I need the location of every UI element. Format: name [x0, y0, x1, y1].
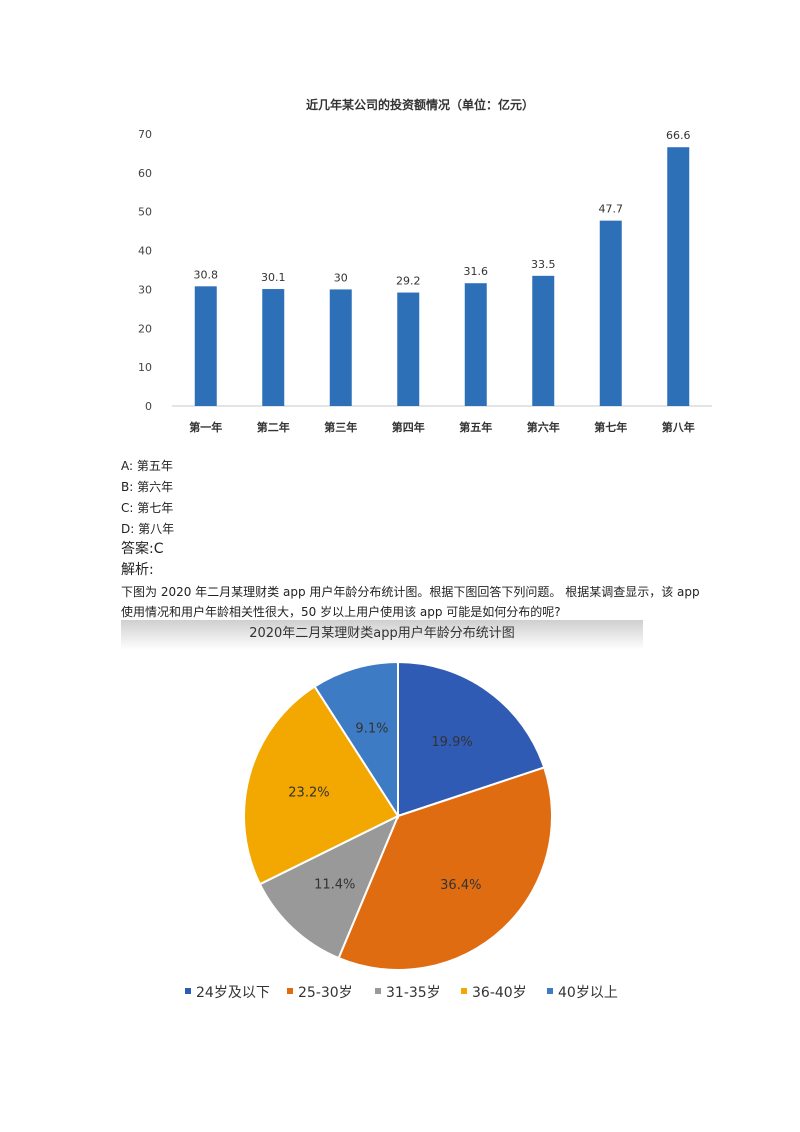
- bar: [599, 220, 622, 406]
- bar-value-label: 29.2: [396, 275, 421, 288]
- pie-value-label: 19.9%: [431, 735, 472, 750]
- pie-title-bar: [121, 620, 643, 650]
- bar-y-tick-label: 70: [138, 128, 152, 141]
- pie-value-label: 11.4%: [314, 877, 355, 892]
- pie-chart-title: 2020年二月某理财类app用户年龄分布统计图: [249, 625, 515, 641]
- bar-category-label: 第六年: [527, 420, 560, 434]
- bar-y-tick-label: 20: [138, 322, 152, 335]
- legend-label: 31-35岁: [386, 985, 441, 1001]
- bar-value-label: 31.6: [464, 265, 489, 278]
- bar-category-label: 第七年: [594, 420, 627, 434]
- answer-options: A: 第五年 B: 第六年 C: 第七年 D: 第八年: [121, 456, 174, 540]
- option-letter: A:: [121, 459, 134, 473]
- option-c[interactable]: C: 第七年: [121, 498, 174, 519]
- legend-swatch: [547, 988, 553, 994]
- legend-swatch: [375, 988, 381, 994]
- bar-y-tick-label: 40: [138, 245, 152, 258]
- bar-y-tick-label: 0: [145, 400, 152, 413]
- bar-category-label: 第五年: [459, 420, 492, 434]
- bar: [397, 292, 420, 406]
- bar-y-tick-label: 60: [138, 167, 152, 180]
- legend-label: 36-40岁: [472, 985, 527, 1001]
- analysis-paragraph: 下图为 2020 年二月某理财类 app 用户年龄分布统计图。根据下图回答下列问…: [121, 585, 700, 619]
- bar: [329, 289, 352, 406]
- pie-slice: [397, 660, 546, 818]
- pie-value-label: 23.2%: [288, 785, 329, 800]
- option-text: 第六年: [137, 480, 174, 494]
- pie-value-label: 9.1%: [355, 721, 388, 736]
- investment-bar-chart: 近几年某公司的投资额情况（单位：亿元） 0 10 20 30 40 50 60 70 30.8…: [138, 97, 712, 434]
- bar-category-label: 第三年: [324, 420, 357, 434]
- bar-value-label: 30.1: [261, 271, 286, 284]
- bar-value-label: 33.5: [531, 258, 556, 271]
- legend-label: 40岁以上: [558, 985, 618, 1001]
- bar: [464, 283, 487, 406]
- pie-slice: [243, 685, 400, 886]
- option-text: 第七年: [137, 501, 174, 515]
- bar-chart-title: 近几年某公司的投资额情况（单位：亿元）: [306, 97, 534, 112]
- bar: [532, 275, 555, 406]
- bar-category-label: 第四年: [392, 420, 425, 434]
- answer-line: 答案:C: [121, 541, 164, 557]
- bar-series: [194, 147, 690, 406]
- bar: [262, 289, 285, 406]
- bar-value-label: 66.6: [666, 129, 691, 142]
- bar-x-axis: 第一年 第二年 第三年 第四年 第五年 第六年 第七年 第八年: [189, 420, 695, 434]
- bar-value-label: 47.7: [599, 203, 624, 216]
- bar: [194, 286, 217, 406]
- option-letter: D:: [121, 522, 135, 536]
- option-letter: C:: [121, 501, 134, 515]
- bar-value-label: 30.8: [194, 268, 219, 281]
- age-distribution-pie-chart: 2020年二月某理财类app用户年龄分布统计图 19.9% 36.4% 11.4% 2…: [121, 620, 643, 1001]
- option-letter: B:: [121, 480, 134, 494]
- option-d[interactable]: D: 第八年: [121, 519, 174, 540]
- legend-swatch: [461, 988, 467, 994]
- option-b[interactable]: B: 第六年: [121, 477, 174, 498]
- pie-series: [243, 660, 553, 971]
- option-text: 第五年: [136, 459, 173, 473]
- bar-category-label: 第一年: [189, 420, 222, 434]
- pie-slice: [258, 813, 400, 960]
- option-a[interactable]: A: 第五年: [121, 456, 174, 477]
- bar-y-tick-label: 10: [138, 361, 152, 374]
- bar: [667, 147, 690, 406]
- bar-category-label: 第二年: [257, 420, 290, 434]
- bar-y-tick-label: 50: [138, 206, 152, 219]
- bar-y-axis: 0 10 20 30 40 50 60 70: [138, 128, 152, 413]
- legend-label: 24岁及以下: [196, 985, 270, 1001]
- pie-data-labels: 19.9% 36.4% 11.4% 23.2% 9.1%: [288, 721, 481, 892]
- pie-value-label: 36.4%: [440, 878, 481, 893]
- bar-y-tick-label: 30: [138, 283, 152, 296]
- pie-slice: [313, 660, 399, 820]
- bar-value-label: 30: [334, 271, 348, 284]
- legend-swatch: [287, 988, 293, 994]
- option-text: 第八年: [138, 522, 175, 536]
- bar-category-label: 第八年: [662, 420, 695, 434]
- pie-legend: 24岁及以下 25-30岁 31-35岁 36-40岁 40岁以上: [185, 985, 618, 1001]
- legend-swatch: [185, 988, 191, 994]
- pie-slice: [337, 766, 553, 971]
- analysis-heading: 解析:: [121, 562, 154, 578]
- legend-label: 25-30岁: [298, 985, 353, 1001]
- bar-data-labels: 30.8 30.1 30 29.2 31.6 33.5 47.7 66.6: [194, 129, 691, 287]
